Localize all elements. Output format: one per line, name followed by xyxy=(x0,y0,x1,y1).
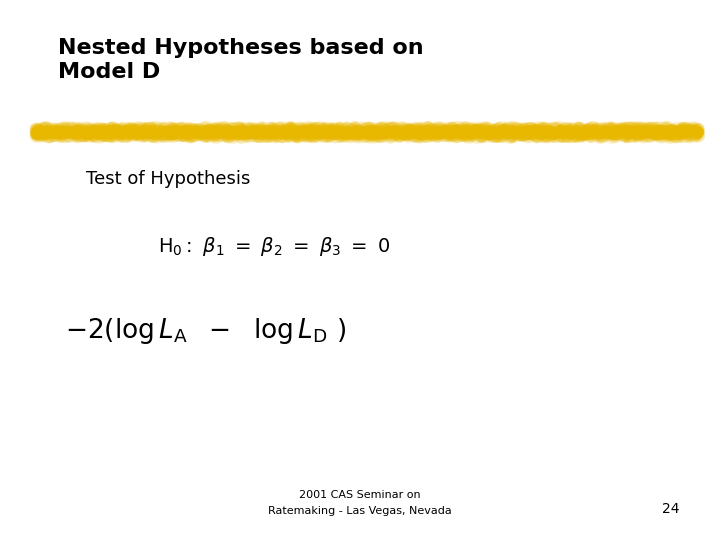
Text: $\mathrm{H}_0\mathrm{:}\ \beta_1\ =\ \beta_2\ =\ \beta_3\ =\ 0$: $\mathrm{H}_0\mathrm{:}\ \beta_1\ =\ \be… xyxy=(158,235,391,258)
Text: $-2(\log L_{\mathrm{A}}\ \ -\ \ \log L_{\mathrm{D}}\ )$: $-2(\log L_{\mathrm{A}}\ \ -\ \ \log L_{… xyxy=(65,316,346,346)
Text: 2001 CAS Seminar on: 2001 CAS Seminar on xyxy=(300,489,420,500)
Text: 24: 24 xyxy=(662,502,680,516)
Text: Ratemaking - Las Vegas, Nevada: Ratemaking - Las Vegas, Nevada xyxy=(268,505,452,516)
Text: Test of Hypothesis: Test of Hypothesis xyxy=(86,170,251,188)
Text: Nested Hypotheses based on
Model D: Nested Hypotheses based on Model D xyxy=(58,38,423,82)
